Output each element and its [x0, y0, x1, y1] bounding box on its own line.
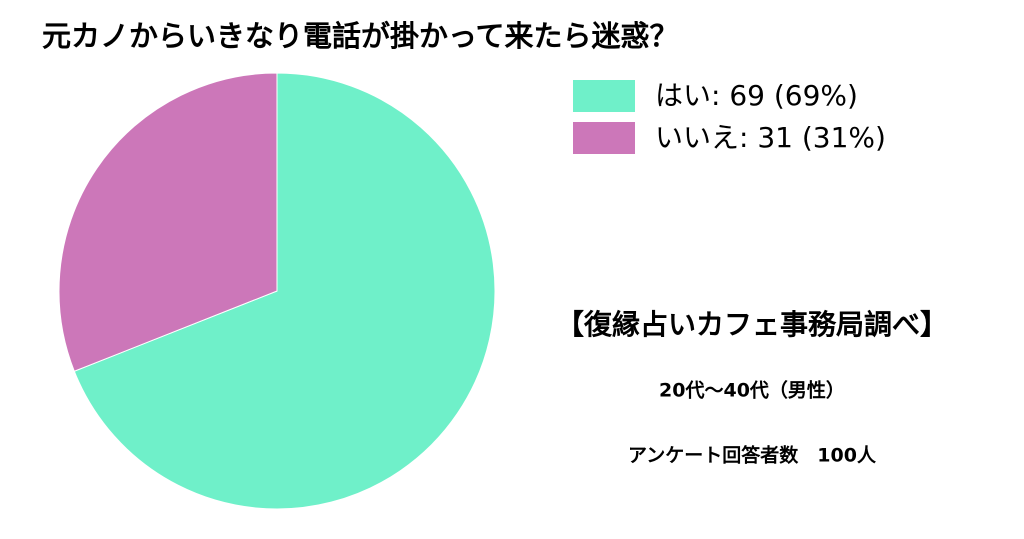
legend-swatch	[573, 122, 635, 154]
annotation: 20代〜40代（男性）	[659, 379, 845, 402]
annotation: 【復縁占いカフェ事務局調べ】	[556, 308, 948, 341]
legend-swatch	[573, 80, 635, 112]
pie-slice	[58, 72, 278, 372]
annotation: アンケート回答者数 100人	[628, 444, 877, 467]
chart-title: 元カノからいきなり電話が掛かって来たら迷惑？	[42, 19, 679, 53]
legend-label: いいえ: 31 (31%)	[655, 121, 886, 154]
legend-label: はい: 69 (69%)	[655, 79, 858, 112]
pie-slice	[73, 72, 496, 510]
